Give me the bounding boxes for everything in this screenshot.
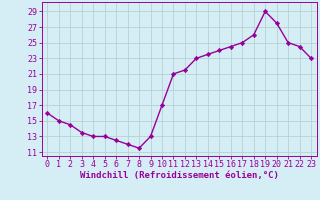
X-axis label: Windchill (Refroidissement éolien,°C): Windchill (Refroidissement éolien,°C): [80, 171, 279, 180]
